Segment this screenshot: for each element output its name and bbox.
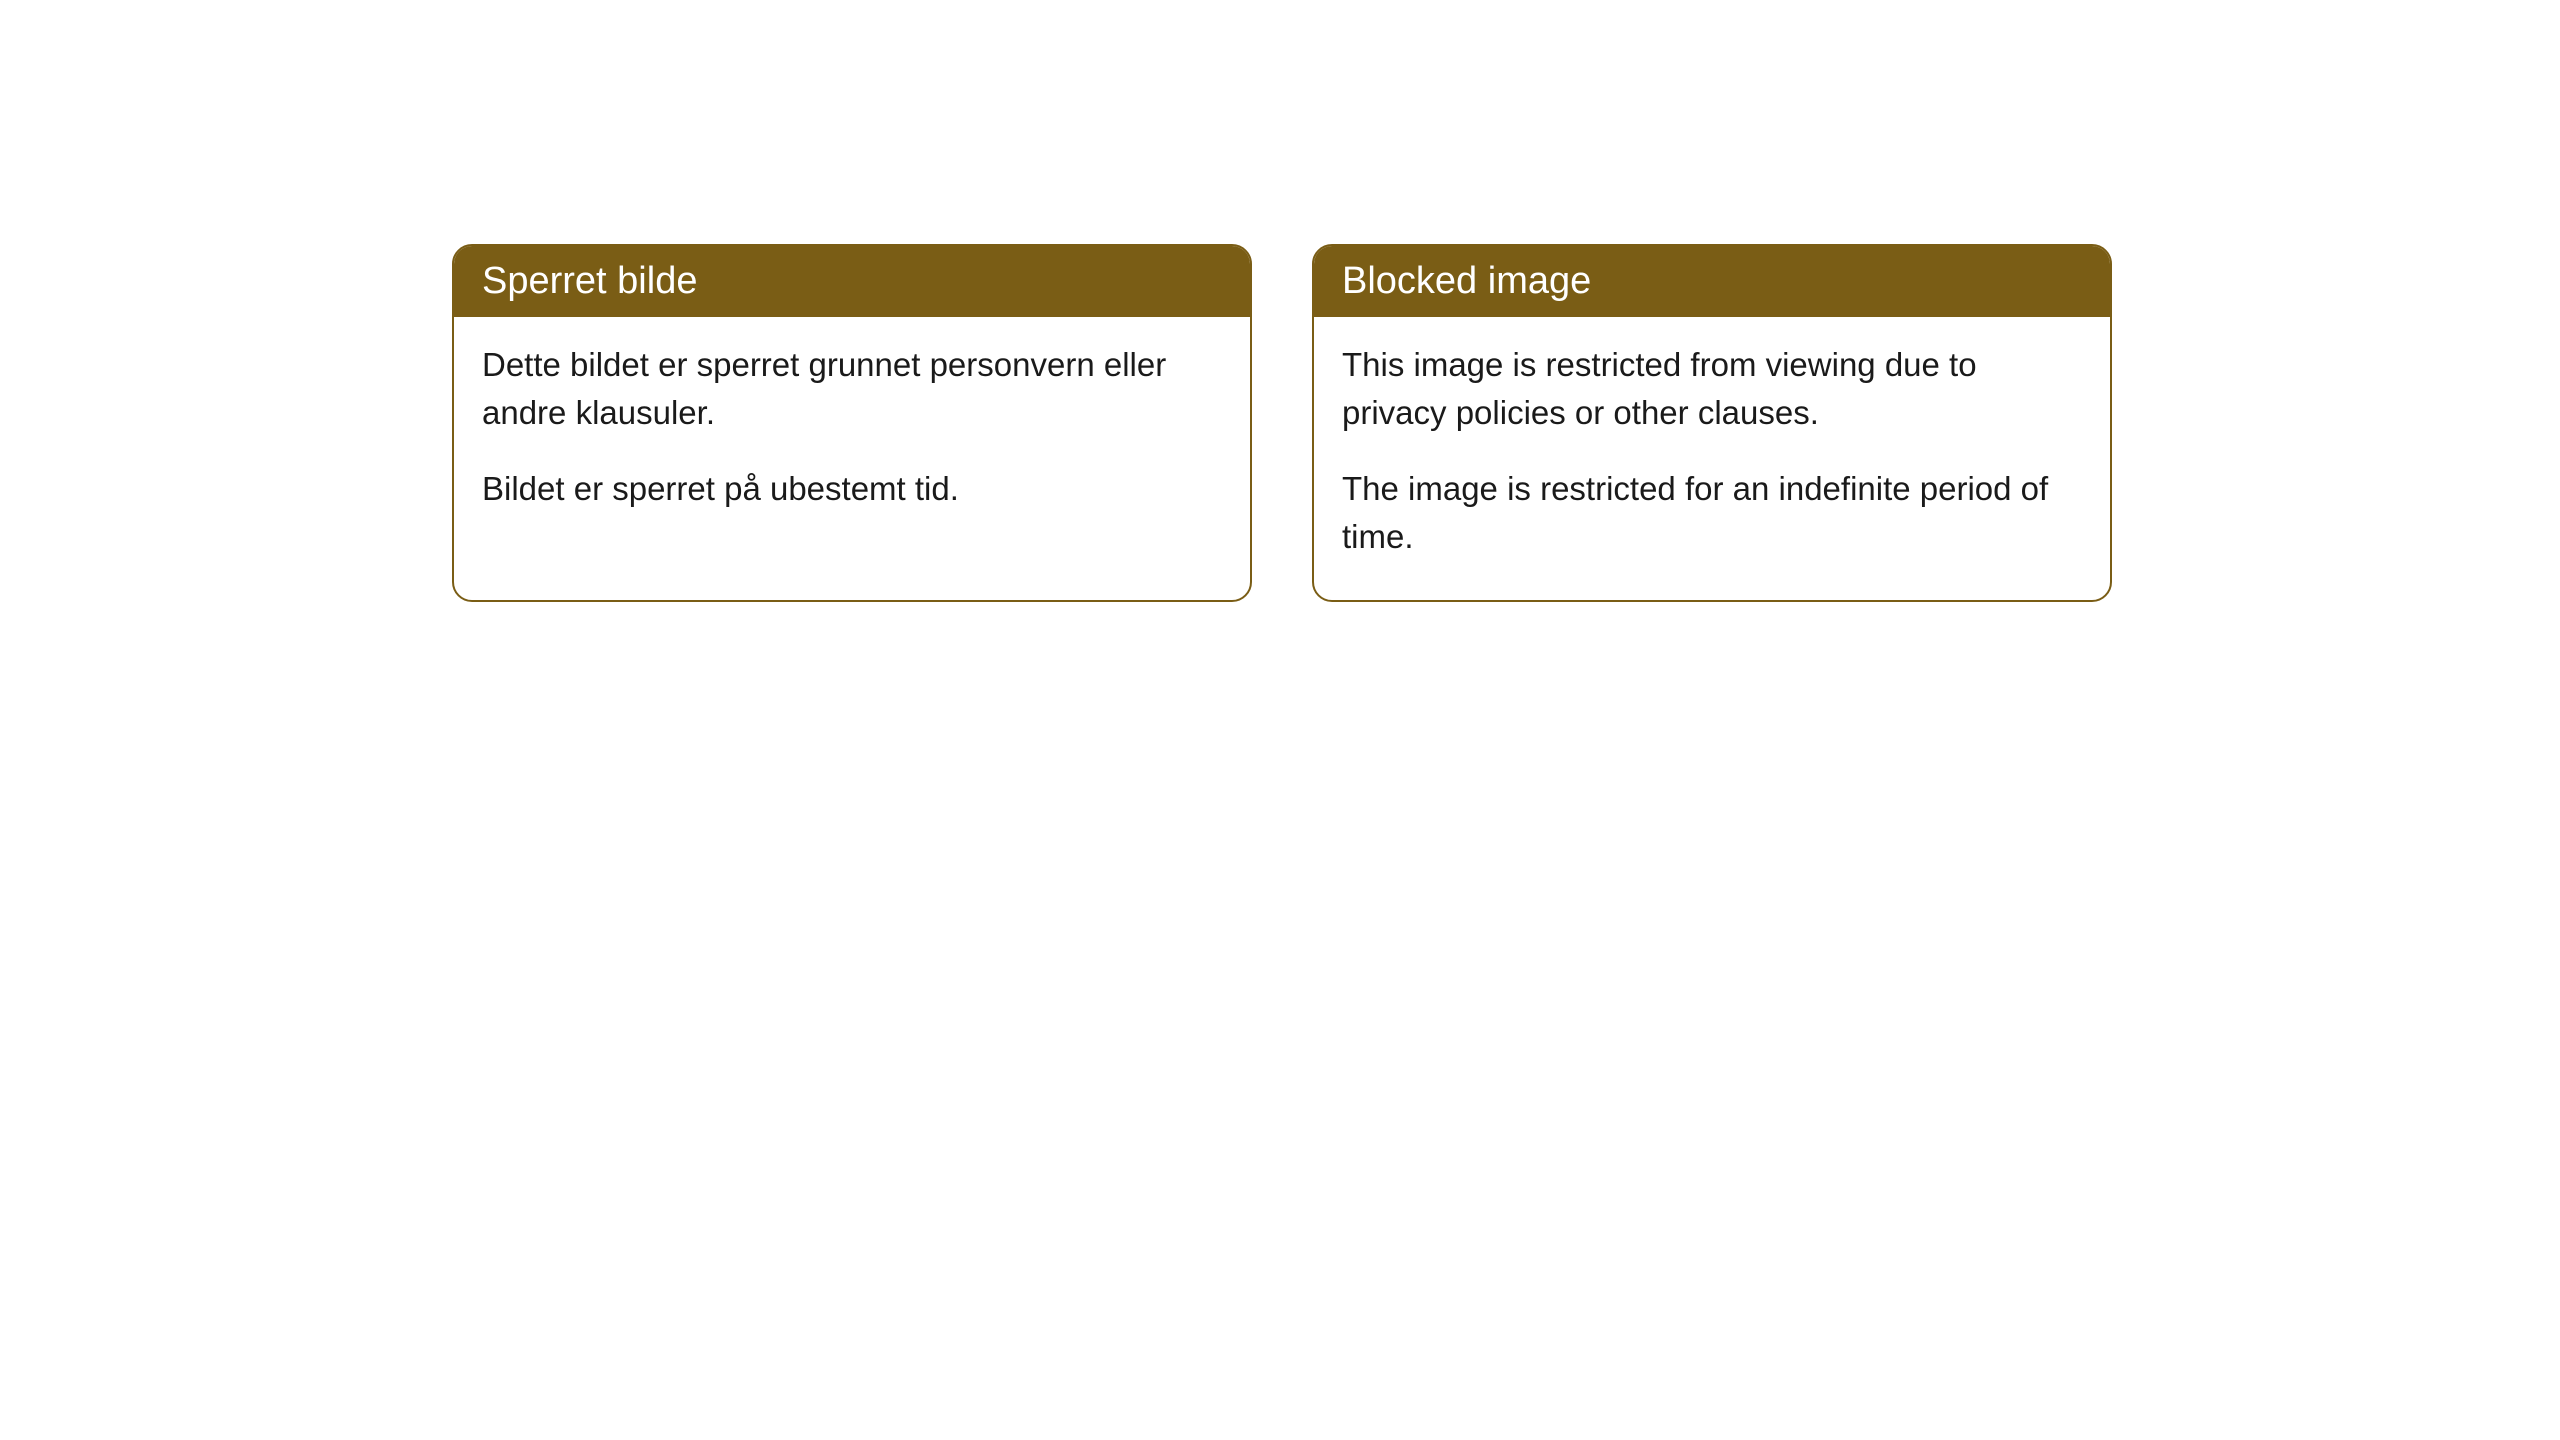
card-paragraph: The image is restricted for an indefinit… — [1342, 465, 2082, 561]
card-body: Dette bildet er sperret grunnet personve… — [454, 317, 1250, 553]
notice-container: Sperret bilde Dette bildet er sperret gr… — [452, 244, 2112, 602]
card-header: Sperret bilde — [454, 246, 1250, 317]
card-title: Sperret bilde — [482, 260, 697, 302]
blocked-image-card-norwegian: Sperret bilde Dette bildet er sperret gr… — [452, 244, 1252, 602]
card-title: Blocked image — [1342, 260, 1591, 302]
blocked-image-card-english: Blocked image This image is restricted f… — [1312, 244, 2112, 602]
card-paragraph: Dette bildet er sperret grunnet personve… — [482, 341, 1222, 437]
card-paragraph: This image is restricted from viewing du… — [1342, 341, 2082, 437]
card-paragraph: Bildet er sperret på ubestemt tid. — [482, 465, 1222, 513]
card-body: This image is restricted from viewing du… — [1314, 317, 2110, 600]
card-header: Blocked image — [1314, 246, 2110, 317]
